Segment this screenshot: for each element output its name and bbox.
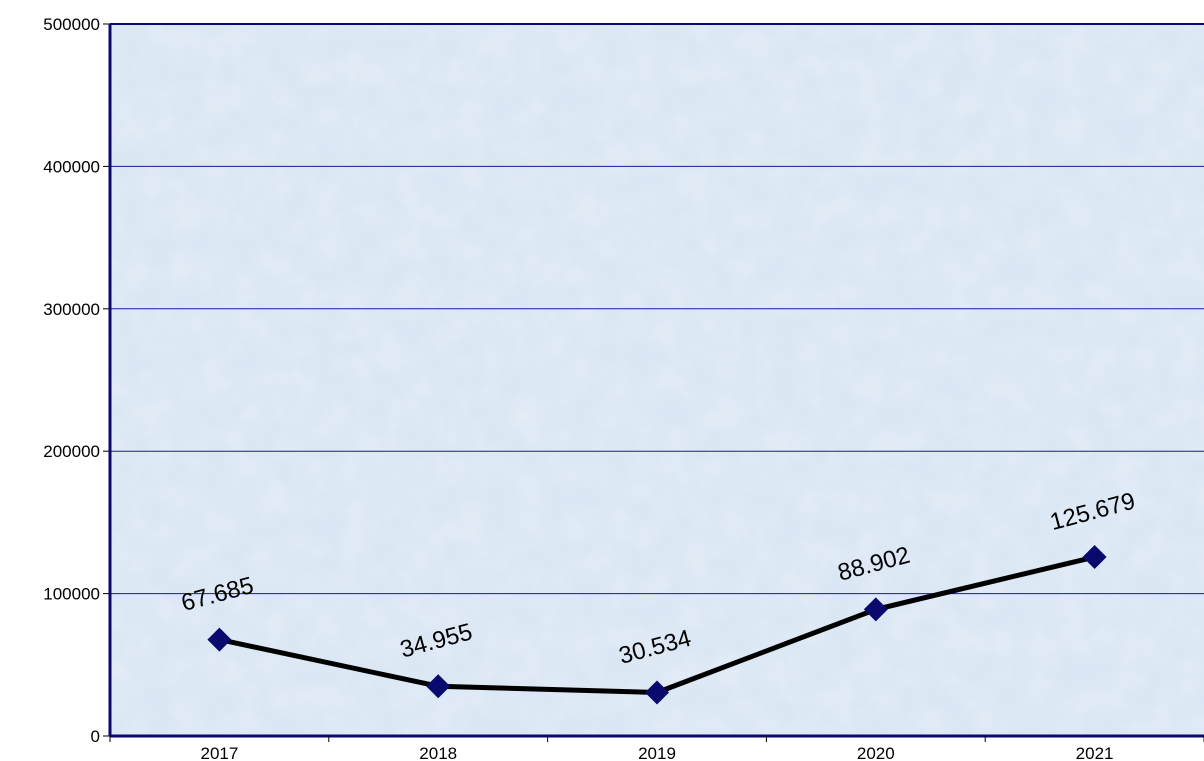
x-tick-label: 2017 [200,744,238,761]
data-point-marker [207,627,232,652]
x-tick-label: 2018 [419,744,457,761]
y-tick-label: 0 [91,727,100,746]
y-tick-label: 100000 [43,585,100,604]
data-point-marker [426,674,451,699]
data-point-marker [863,597,888,622]
y-tick-label: 200000 [43,442,100,461]
data-point-marker [645,680,669,705]
data-point-marker [1082,545,1107,570]
x-tick-label: 2019 [638,744,676,761]
y-tick-label: 400000 [43,157,100,176]
y-tick-label: 300000 [43,300,100,319]
x-tick-label: 2021 [1076,744,1114,761]
x-tick-label: 2020 [857,744,895,761]
plot-texture [110,24,1204,736]
y-tick-label: 500000 [43,15,100,34]
